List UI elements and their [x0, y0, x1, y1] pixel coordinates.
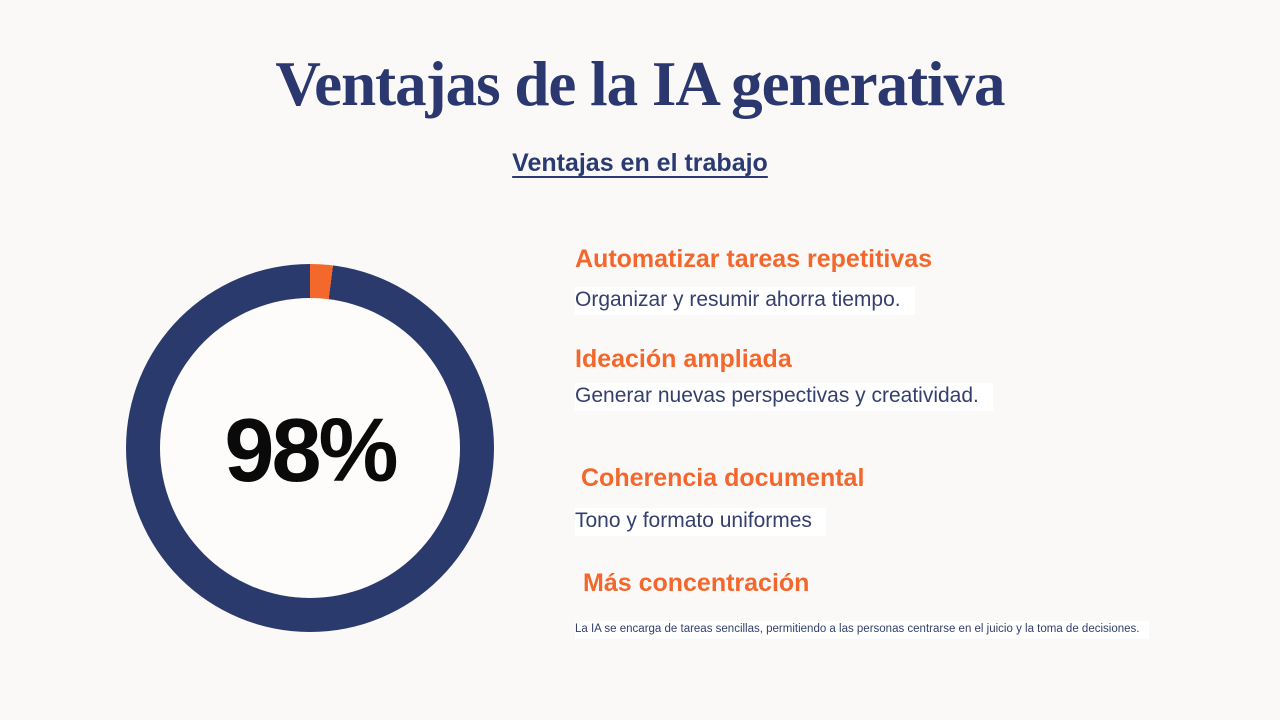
benefit-description-ideacion: Generar nuevas perspectivas y creativida… [575, 383, 993, 412]
page-subtitle: Ventajas en el trabajo [512, 149, 768, 177]
page-title: Ventajas de la IA generativa [275, 49, 1005, 119]
benefit-heading-coherencia: Coherencia documental [581, 464, 865, 492]
benefit-heading-ideacion: Ideación ampliada [575, 345, 792, 373]
donut-chart: 98% [126, 264, 494, 632]
donut-hole: 98% [160, 298, 460, 598]
benefit-heading-concentracion: Más concentración [583, 569, 810, 597]
benefit-heading-automatizar: Automatizar tareas repetitivas [575, 245, 933, 273]
benefit-description-coherencia: Tono y formato uniformes [575, 508, 826, 537]
benefit-description-concentracion: La IA se encarga de tareas sencillas, pe… [575, 621, 1150, 640]
donut-center-value: 98% [224, 400, 398, 501]
benefit-description-automatizar: Organizar y resumir ahorra tiempo. [575, 287, 915, 316]
